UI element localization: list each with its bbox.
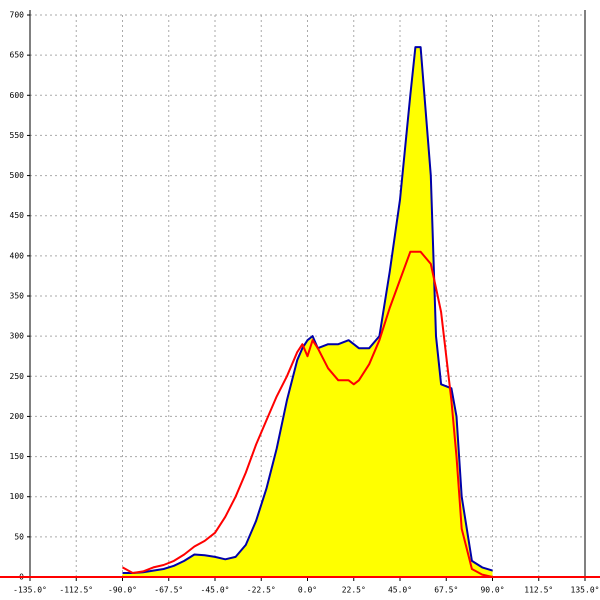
y-tick-label: 700 <box>10 11 25 20</box>
x-tick-label: 45.0° <box>388 586 412 595</box>
series-line <box>122 250 493 578</box>
y-tick-label: 650 <box>10 51 25 60</box>
y-tick-label: 500 <box>10 171 25 180</box>
y-tick-label: 600 <box>10 91 25 100</box>
y-tick-label: 200 <box>10 412 25 421</box>
y-tick-label: 300 <box>10 332 25 341</box>
y-tick-label: 250 <box>10 372 25 381</box>
x-tick-label: 67.5° <box>434 586 458 595</box>
y-tick-label: 50 <box>14 532 24 541</box>
y-tick-label: 350 <box>10 292 25 301</box>
y-tick-label: 150 <box>10 452 25 461</box>
x-tick-label: 0.0° <box>298 586 317 595</box>
x-tick-label: -135.0° <box>13 586 47 595</box>
x-tick-label: -22.5° <box>247 586 276 595</box>
x-tick-label: 90.0° <box>480 586 504 595</box>
x-tick-label: -45.0° <box>201 586 230 595</box>
y-tick-label: 550 <box>10 131 25 140</box>
area-fill <box>122 47 493 578</box>
y-tick-label: 450 <box>10 211 25 220</box>
x-tick-label: 112.5° <box>524 586 553 595</box>
x-tick-label: 135.0° <box>571 586 600 595</box>
y-tick-label: 400 <box>10 251 25 260</box>
x-tick-label: 22.5° <box>342 586 366 595</box>
y-tick-label: 100 <box>10 492 25 501</box>
x-tick-label: -67.5° <box>154 586 183 595</box>
x-tick-label: -90.0° <box>108 586 137 595</box>
x-tick-label: -112.5° <box>59 586 93 595</box>
